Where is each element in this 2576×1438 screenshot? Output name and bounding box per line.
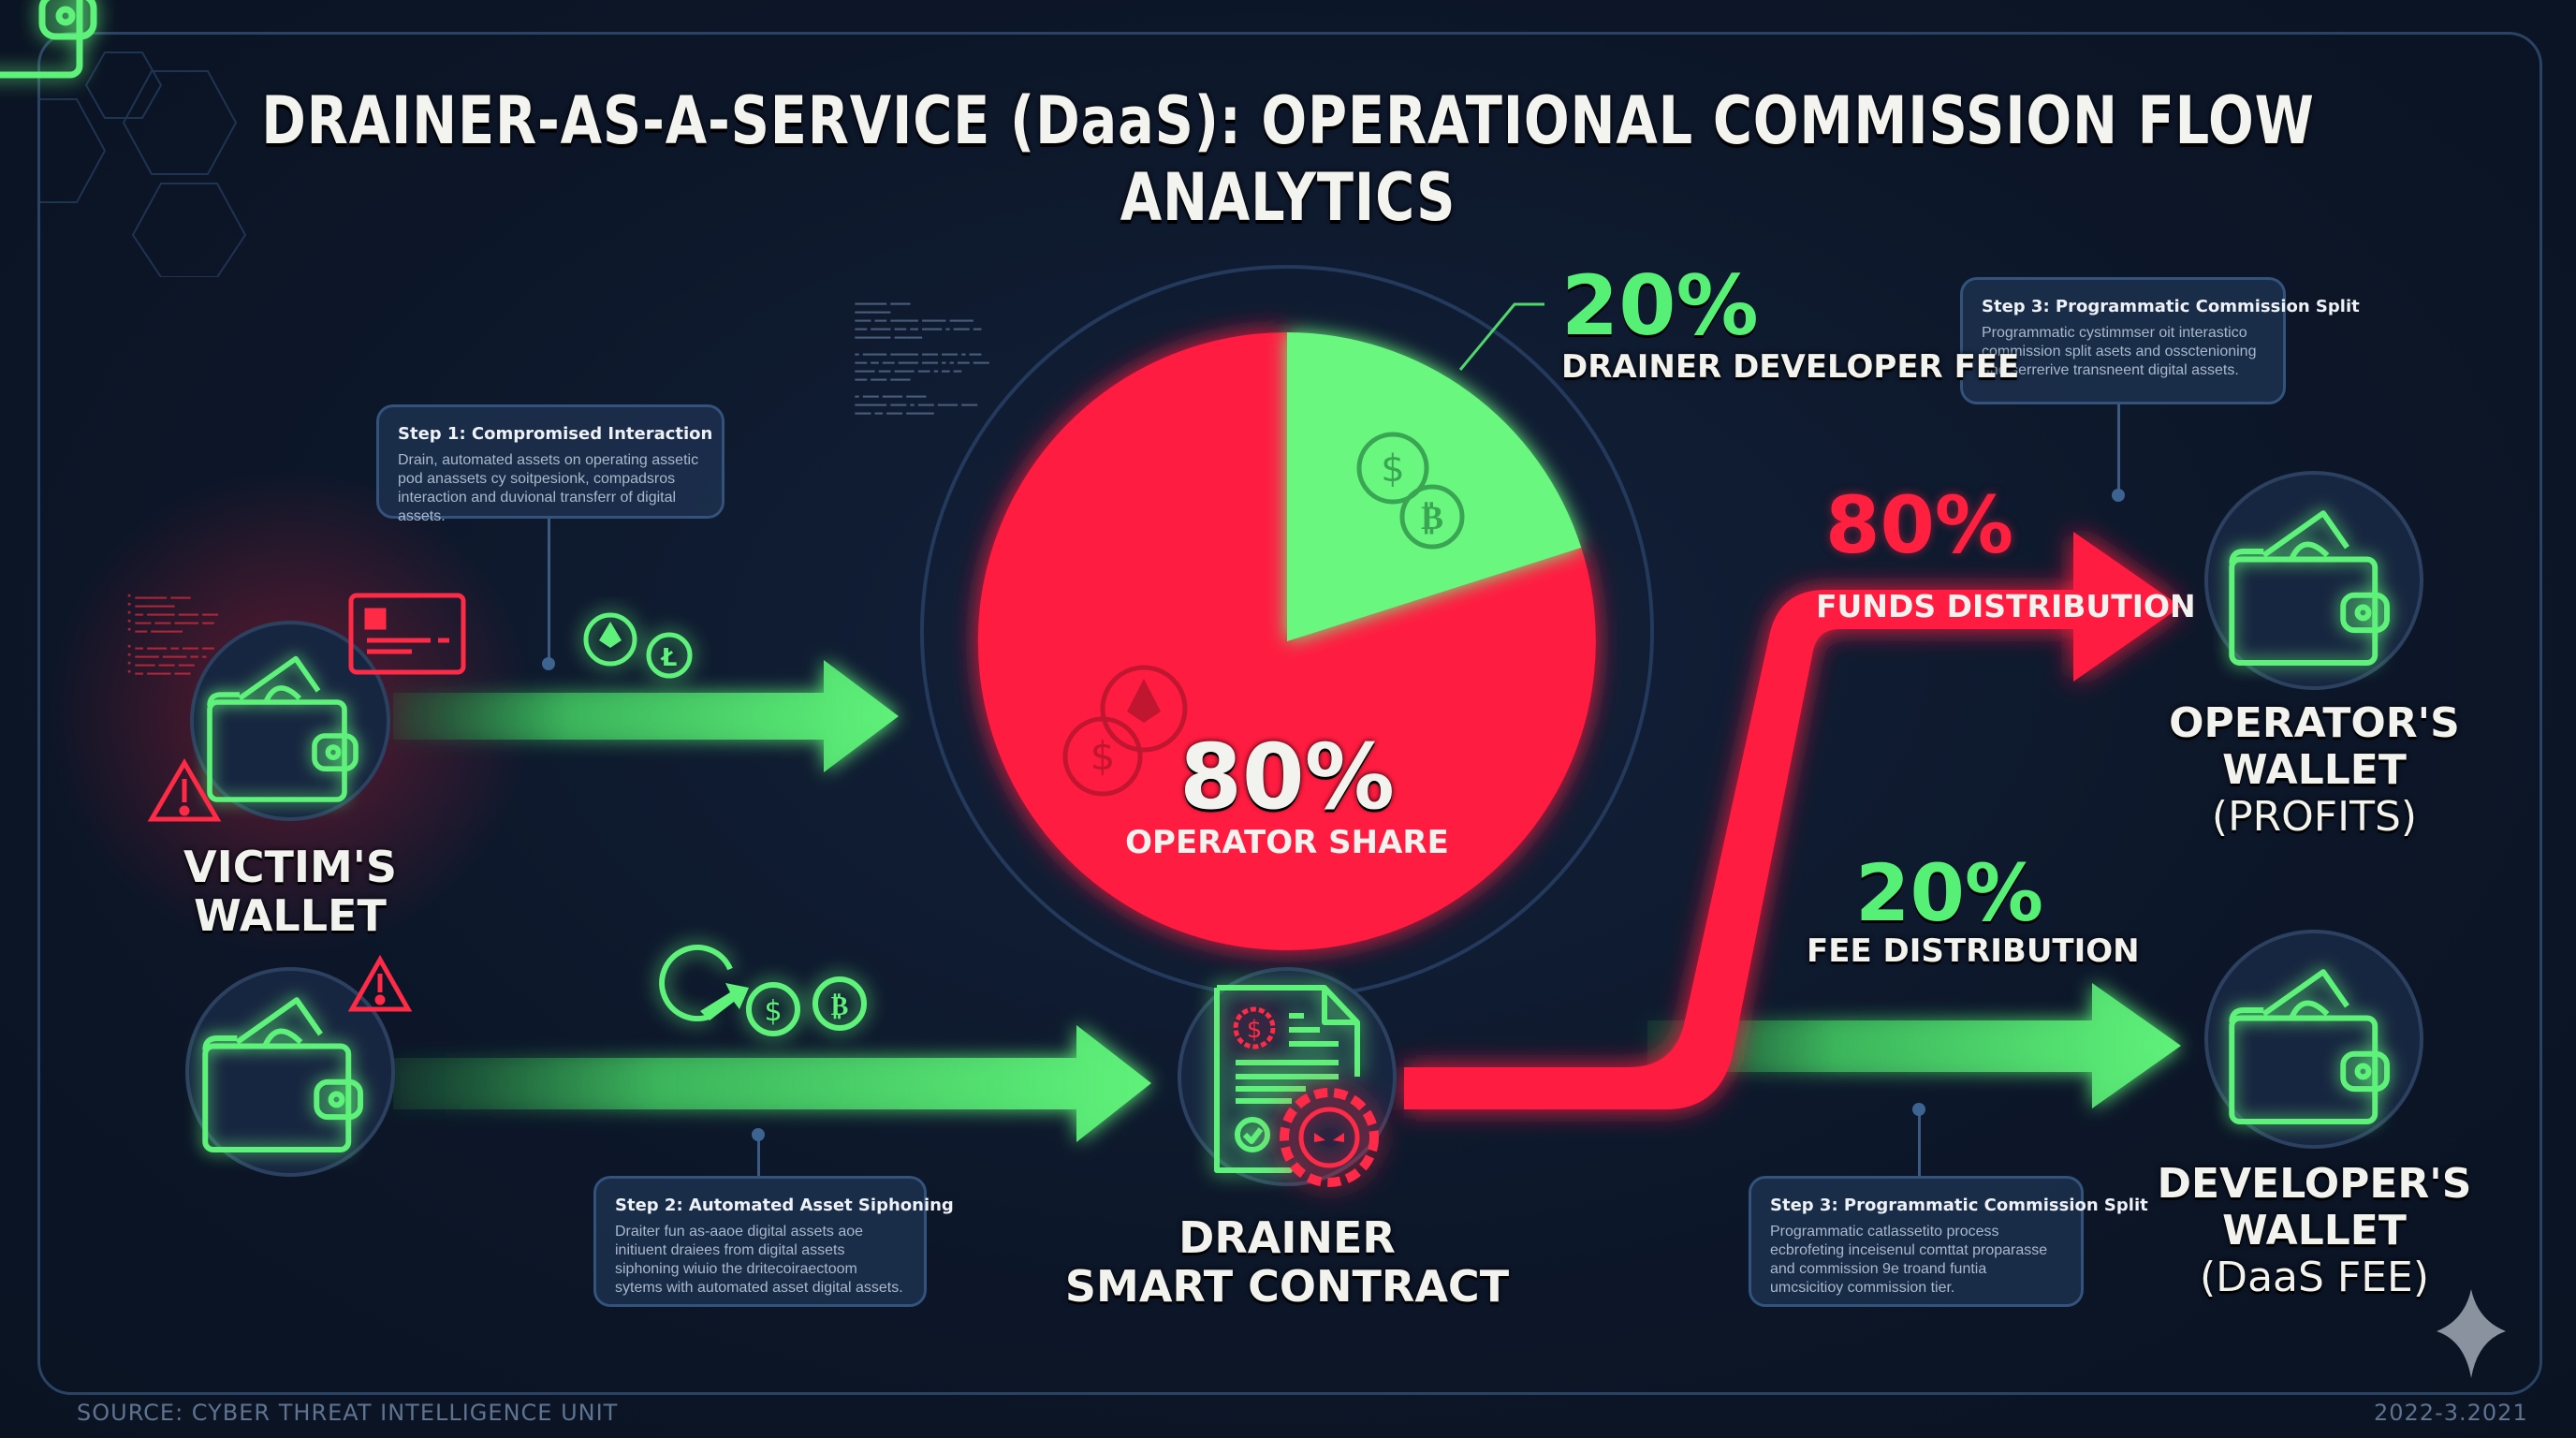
step2-info-box: Step 2: Automated Asset Siphoning Draite…	[593, 1176, 954, 1307]
step1-body: Drain, automated assets on operating ass…	[398, 452, 699, 524]
second-victim-wallet-circle	[185, 967, 395, 1177]
alert-card-icon	[348, 593, 466, 675]
dollar-coin-icon	[746, 982, 800, 1036]
source-footer: SOURCE: CYBER THREAT INTELLIGENCE UNIT	[77, 1400, 619, 1426]
step2-title: Step 2: Automated Asset Siphoning	[615, 1196, 954, 1215]
warning-icon	[147, 758, 222, 822]
developer-wallet-label-line1: DEVELOPER'S	[2157, 1160, 2472, 1208]
operator-share-percent: 80%	[1179, 725, 1395, 829]
step3-top-connector-dot	[2112, 489, 2125, 502]
developer-wallet-label: DEVELOPER'S WALLET (DaaS FEE)	[2153, 1161, 2476, 1301]
step3-top-info-box: Step 3: Programmatic Commission Split Pr…	[1960, 277, 2360, 404]
coin-icons-red-slice	[1062, 665, 1188, 797]
coin-icons-green-slice	[1356, 432, 1465, 550]
operator-wallet-circle	[2204, 471, 2423, 690]
wallet-icon	[0, 0, 97, 79]
step3-bottom-body: Programmatic catlassetito process ecbrof…	[1770, 1224, 2048, 1296]
step1-title: Step 1: Compromised Interaction	[398, 424, 713, 444]
step2-connector-dot	[752, 1128, 765, 1141]
step3-bottom-connector	[1918, 1109, 1921, 1177]
svg-text:Ł: Ł	[660, 644, 678, 672]
arrow-fee-distribution	[1647, 983, 2181, 1108]
developer-fee-percent: 20%	[1561, 257, 1759, 354]
litecoin-icon	[646, 632, 693, 679]
ethereum-icon	[1127, 679, 1161, 723]
operator-wallet-label-line3: (PROFITS)	[2211, 793, 2418, 841]
decorative-code-snippet: ▂▂▂▂▂▂▂▂ ▂▂▂▂▂ ▂▂▂▂▂▂▂▂▂ ▂▂▂▂ ▂▂▂ ▂▂▂▂▂▂…	[855, 298, 989, 415]
dollar-coin-icon: $	[1381, 448, 1404, 491]
sparkle-icon	[2437, 1289, 2506, 1378]
bitcoin-icon: ₿	[1421, 499, 1443, 537]
fee-distribution-percent: 20%	[1855, 847, 2044, 939]
fee-distribution-label: FEE DISTRIBUTION	[1807, 932, 2140, 970]
page-title: DRAINER-AS-A-SERVICE (DaaS): OPERATIONAL…	[261, 82, 2315, 236]
step3-bottom-info-box: Step 3: Programmatic Commission Split Pr…	[1749, 1176, 2148, 1307]
bitcoin-icon	[812, 976, 867, 1031]
step1-connector	[548, 517, 550, 662]
operator-wallet-label: OPERATOR'S WALLET (PROFITS)	[2153, 700, 2476, 841]
step2-connector	[757, 1135, 760, 1177]
developer-fee-label: DRAINER DEVELOPER FEE	[1561, 348, 2020, 386]
step1-info-box: Step 1: Compromised Interaction Drain, a…	[376, 404, 724, 524]
pie-chart	[977, 331, 1596, 951]
operator-wallet-label-line2: WALLET	[2222, 746, 2407, 794]
hexagon-pattern-decoration	[39, 51, 247, 277]
victim-wallet-label-line1: VICTIM'S	[183, 842, 397, 892]
arrow-victim-to-pie	[393, 660, 899, 772]
developer-wallet-label-line3: (DaaS FEE)	[2200, 1254, 2429, 1301]
ethereum-icon	[583, 612, 637, 667]
victim-wallet-label-line2: WALLET	[194, 890, 387, 941]
operator-share-annotation: 80% OPERATOR SHARE	[1095, 730, 1479, 861]
smart-contract-label-line1: DRAINER	[1178, 1212, 1396, 1263]
developer-wallet-circle	[2204, 930, 2423, 1149]
svg-text:$: $	[764, 995, 782, 1028]
arrow-funds-distribution	[1404, 532, 2181, 1109]
svg-text:₿: ₿	[831, 990, 849, 1021]
transfer-icon	[659, 945, 733, 1022]
warning-icon	[347, 954, 413, 1012]
svg-text:$: $	[1247, 1016, 1263, 1044]
step3-top-connector	[2117, 404, 2120, 493]
dollar-coin-icon: $	[1090, 733, 1116, 779]
smart-contract-label: DRAINER SMART CONTRACT	[1053, 1213, 1521, 1311]
contract-document-icon	[1214, 985, 1360, 1173]
content-frame	[37, 32, 2542, 1395]
funds-distribution-label: FUNDS DISTRIBUTION	[1816, 588, 2196, 624]
victim-wallet-circle	[190, 621, 390, 821]
victim-wallet-label: VICTIM'S WALLET	[140, 843, 440, 940]
operator-share-label: OPERATOR SHARE	[1125, 824, 1449, 861]
step3-top-body: Programmatic cystimmser oit interastico …	[1982, 325, 2257, 378]
developer-fee-annotation: 20% DRAINER DEVELOPER FEE	[1561, 257, 2020, 387]
pie-slice-operator	[977, 331, 1596, 951]
step3-bottom-connector-dot	[1912, 1103, 1925, 1116]
malicious-gear-icon	[1233, 1006, 1379, 1187]
smart-contract-label-line2: SMART CONTRACT	[1064, 1261, 1510, 1312]
funds-distribution-percent: 80%	[1825, 479, 2014, 571]
step1-connector-dot	[542, 657, 555, 670]
leader-line	[1458, 302, 1544, 371]
operator-wallet-label-line1: OPERATOR'S	[2169, 699, 2460, 747]
arrow-wallet-to-contract	[393, 1025, 1151, 1142]
developer-wallet-label-line2: WALLET	[2222, 1207, 2407, 1255]
step2-body: Draiter fun as-aaoe digital assets aoe i…	[615, 1224, 903, 1296]
step3-top-title: Step 3: Programmatic Commission Split	[1982, 297, 2360, 316]
date-footer: 2022-3.2021	[2374, 1400, 2528, 1426]
step3-bottom-title: Step 3: Programmatic Commission Split	[1770, 1196, 2148, 1215]
